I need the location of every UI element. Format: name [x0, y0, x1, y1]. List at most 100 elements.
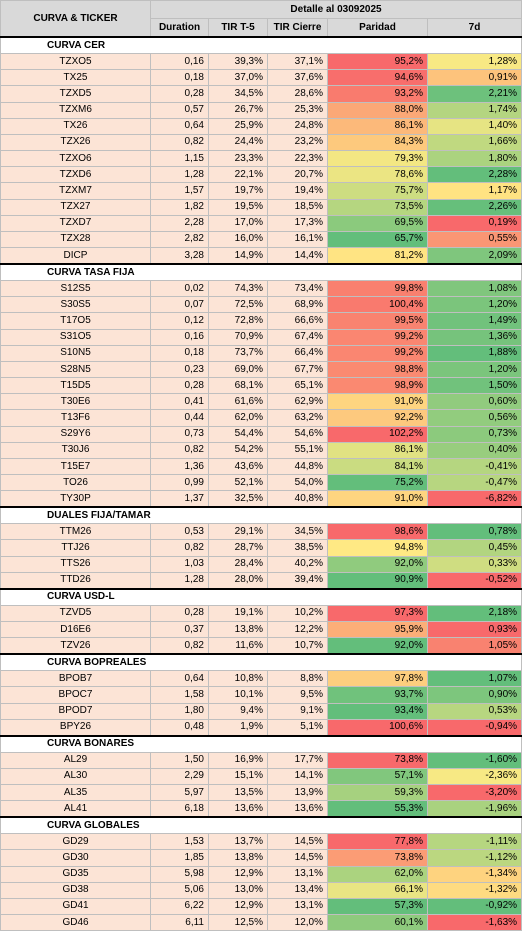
bond-row: AL30 2,29 15,1% 14,1% 57,1% -2,36%	[0, 767, 522, 786]
bond-row: TTM26 0,53 29,1% 34,5% 98,6% 0,78%	[0, 523, 522, 541]
paridad: 97,8%	[327, 670, 428, 688]
bond-row: TTD26 1,28 28,0% 39,4% 90,9% -0,52%	[0, 571, 522, 590]
tir-t5: 72,8%	[208, 312, 268, 330]
ticker: T15D5	[0, 377, 151, 395]
change-7d: 0,91%	[426, 69, 522, 87]
bond-row: S10N5 0,18 73,7% 66,4% 99,2% 1,88%	[0, 344, 522, 362]
paridad: 99,2%	[327, 344, 428, 362]
paridad: 94,8%	[327, 539, 428, 557]
tir-cierre: 13,6%	[267, 800, 328, 818]
change-7d: 1,07%	[426, 670, 522, 688]
paridad: 99,8%	[327, 280, 428, 298]
change-7d: 1,17%	[426, 182, 522, 200]
tir-t5: 12,9%	[208, 897, 268, 916]
section-title: CURVA CER	[0, 36, 522, 54]
bond-row: TZXD7 2,28 17,0% 17,3% 69,5% 0,19%	[0, 214, 522, 232]
duration: 0,73	[150, 425, 209, 443]
ticker: TZV26	[0, 637, 151, 655]
ticker: BPOB7	[0, 670, 151, 688]
paridad: 69,5%	[327, 214, 428, 232]
paridad: 95,2%	[327, 52, 428, 71]
tir-t5: 74,3%	[208, 280, 268, 298]
change-7d: 1,08%	[426, 280, 522, 298]
bond-row: TTJ26 0,82 28,7% 38,5% 94,8% 0,45%	[0, 539, 522, 557]
bond-row: T13F6 0,44 62,0% 63,2% 92,2% 0,56%	[0, 409, 522, 427]
change-7d: 2,28%	[426, 166, 522, 184]
paridad: 98,6%	[327, 523, 428, 541]
paridad: 66,1%	[327, 881, 428, 899]
paridad: 65,7%	[327, 230, 428, 249]
bond-row: GD46 6,11 12,5% 12,0% 60,1% -1,63%	[0, 914, 522, 931]
ticker: S31O5	[0, 328, 151, 346]
duration: 0,82	[150, 539, 209, 557]
bond-row: TX25 0,18 37,0% 37,6% 94,6% 0,91%	[0, 69, 522, 87]
paridad: 94,6%	[327, 69, 428, 87]
paridad: 98,8%	[327, 360, 428, 379]
tir-cierre: 13,9%	[267, 784, 328, 802]
tir-t5: 69,0%	[208, 360, 268, 379]
ticker: GD29	[0, 833, 151, 851]
bond-row: BPY26 0,48 1,9% 5,1% 100,6% -0,94%	[0, 718, 522, 737]
tir-cierre: 66,4%	[267, 344, 328, 362]
tir-cierre: 37,6%	[267, 69, 328, 87]
ticker: T30E6	[0, 393, 151, 411]
tir-t5: 68,1%	[208, 377, 268, 395]
tir-t5: 13,0%	[208, 881, 268, 899]
bond-row: T30J6 0,82 54,2% 55,1% 86,1% 0,40%	[0, 441, 522, 459]
change-7d: -1,96%	[426, 800, 522, 818]
bond-row: TZXM6 0,57 26,7% 25,3% 88,0% 1,74%	[0, 101, 522, 119]
tir-cierre: 8,8%	[267, 670, 328, 688]
tir-t5: 26,7%	[208, 101, 268, 119]
tir-t5: 1,9%	[208, 718, 268, 737]
tir-cierre: 37,1%	[267, 52, 328, 71]
duration: 1,85	[150, 849, 209, 867]
bond-row: AL29 1,50 16,9% 17,7% 73,8% -1,60%	[0, 751, 522, 769]
paridad: 93,7%	[327, 686, 428, 704]
tir-cierre: 68,9%	[267, 296, 328, 314]
section-row: DUALES FIJA/TAMAR	[0, 506, 522, 525]
tir-cierre: 24,8%	[267, 117, 328, 135]
bond-row: TZV26 0,82 11,6% 10,7% 92,0% 1,05%	[0, 637, 522, 655]
section-row: CURVA USD-L	[0, 587, 522, 606]
paridad: 57,3%	[327, 897, 428, 916]
duration: 0,41	[150, 393, 209, 411]
change-7d: 0,33%	[426, 555, 522, 573]
tir-cierre: 13,1%	[267, 865, 328, 883]
bond-row: AL41 6,18 13,6% 13,6% 55,3% -1,96%	[0, 800, 522, 818]
ticker: GD30	[0, 849, 151, 867]
paridad: 92,2%	[327, 409, 428, 427]
duration: 0,28	[150, 377, 209, 395]
bond-row: TX26 0,64 25,9% 24,8% 86,1% 1,40%	[0, 117, 522, 135]
bond-row: GD30 1,85 13,8% 14,5% 73,8% -1,12%	[0, 849, 522, 867]
duration: 1,36	[150, 457, 209, 476]
duration: 0,44	[150, 409, 209, 427]
paridad: 73,5%	[327, 198, 428, 216]
section-title: DUALES FIJA/TAMAR	[0, 506, 522, 525]
change-7d: 0,53%	[426, 702, 522, 720]
duration: 0,07	[150, 296, 209, 314]
paridad: 93,4%	[327, 702, 428, 720]
paridad: 73,8%	[327, 751, 428, 769]
bond-row: TZX27 1,82 19,5% 18,5% 73,5% 2,26%	[0, 198, 522, 216]
tir-t5: 37,0%	[208, 69, 268, 87]
tir-cierre: 40,8%	[267, 490, 328, 508]
paridad: 78,6%	[327, 166, 428, 184]
duration: 1,50	[150, 751, 209, 769]
paridad: 91,0%	[327, 490, 428, 508]
tir-t5: 43,6%	[208, 457, 268, 476]
bond-row: GD38 5,06 13,0% 13,4% 66,1% -1,32%	[0, 881, 522, 899]
tir-t5: 28,4%	[208, 555, 268, 573]
paridad: 86,1%	[327, 441, 428, 459]
tir-t5: 24,4%	[208, 133, 268, 152]
ticker: S10N5	[0, 344, 151, 362]
bond-row: S30S5 0,07 72,5% 68,9% 100,4% 1,20%	[0, 296, 522, 314]
bond-row: T15D5 0,28 68,1% 65,1% 98,9% 1,50%	[0, 377, 522, 395]
ticker: BPOD7	[0, 702, 151, 720]
tir-t5: 62,0%	[208, 409, 268, 427]
bond-row: T30E6 0,41 61,6% 62,9% 91,0% 0,60%	[0, 393, 522, 411]
tir-cierre: 19,4%	[267, 182, 328, 200]
duration: 5,98	[150, 865, 209, 883]
ticker: TZXO5	[0, 52, 151, 71]
paridad: 84,1%	[327, 457, 428, 476]
